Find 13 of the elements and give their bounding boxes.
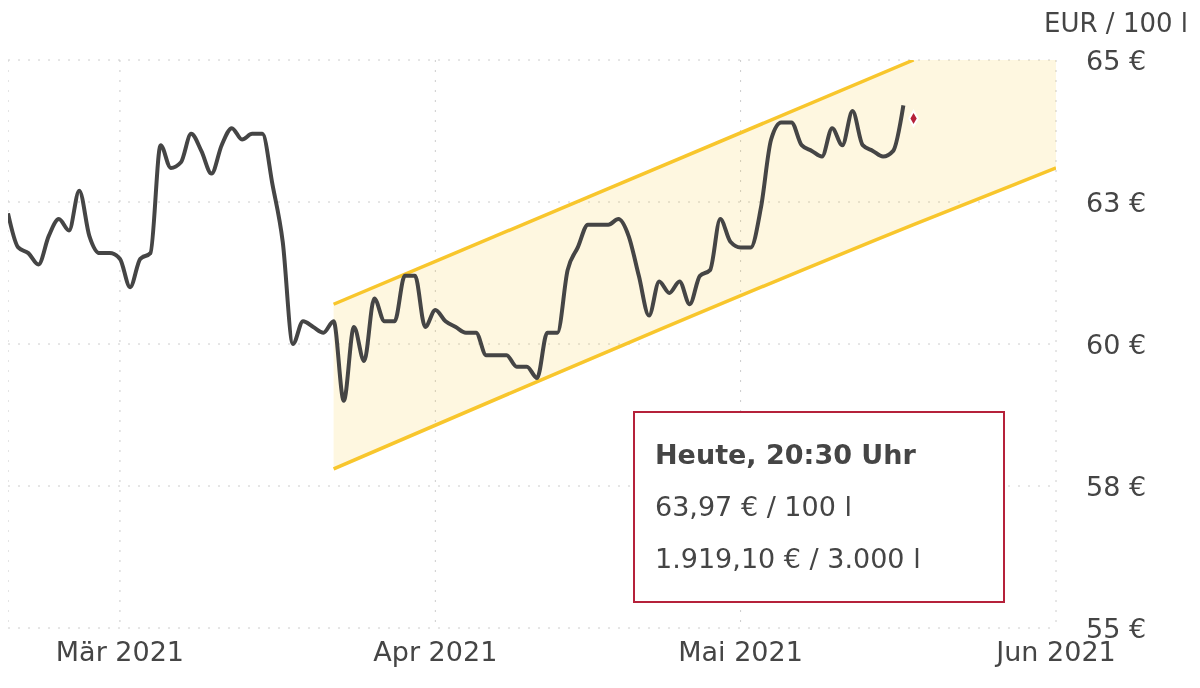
annotation: 63,97 € / 100 l: [655, 490, 853, 524]
info-box: Heute, 20:30 Uhr 63,97 € / 100 l 1.919,10 € / 3.000 l: [633, 411, 1005, 603]
x-tick-label: Apr 2021: [373, 636, 498, 668]
line-series: [8, 103, 906, 403]
x-tick-label: Mai 2021: [678, 636, 803, 668]
y-tick-label: 58 €: [1086, 470, 1147, 502]
x-tick-label: Mär 2021: [55, 636, 185, 668]
y-axis-title: EUR / 100 l: [1044, 8, 1188, 38]
annotation: Heute, 20:30 Uhr: [655, 438, 917, 472]
y-tick-label: 65 €: [1086, 44, 1147, 76]
annotation: 1.919,10 € / 3.000 l: [655, 542, 922, 576]
y-tick-label: 63 €: [1086, 186, 1147, 218]
y-tick-label: 60 €: [1086, 328, 1147, 360]
